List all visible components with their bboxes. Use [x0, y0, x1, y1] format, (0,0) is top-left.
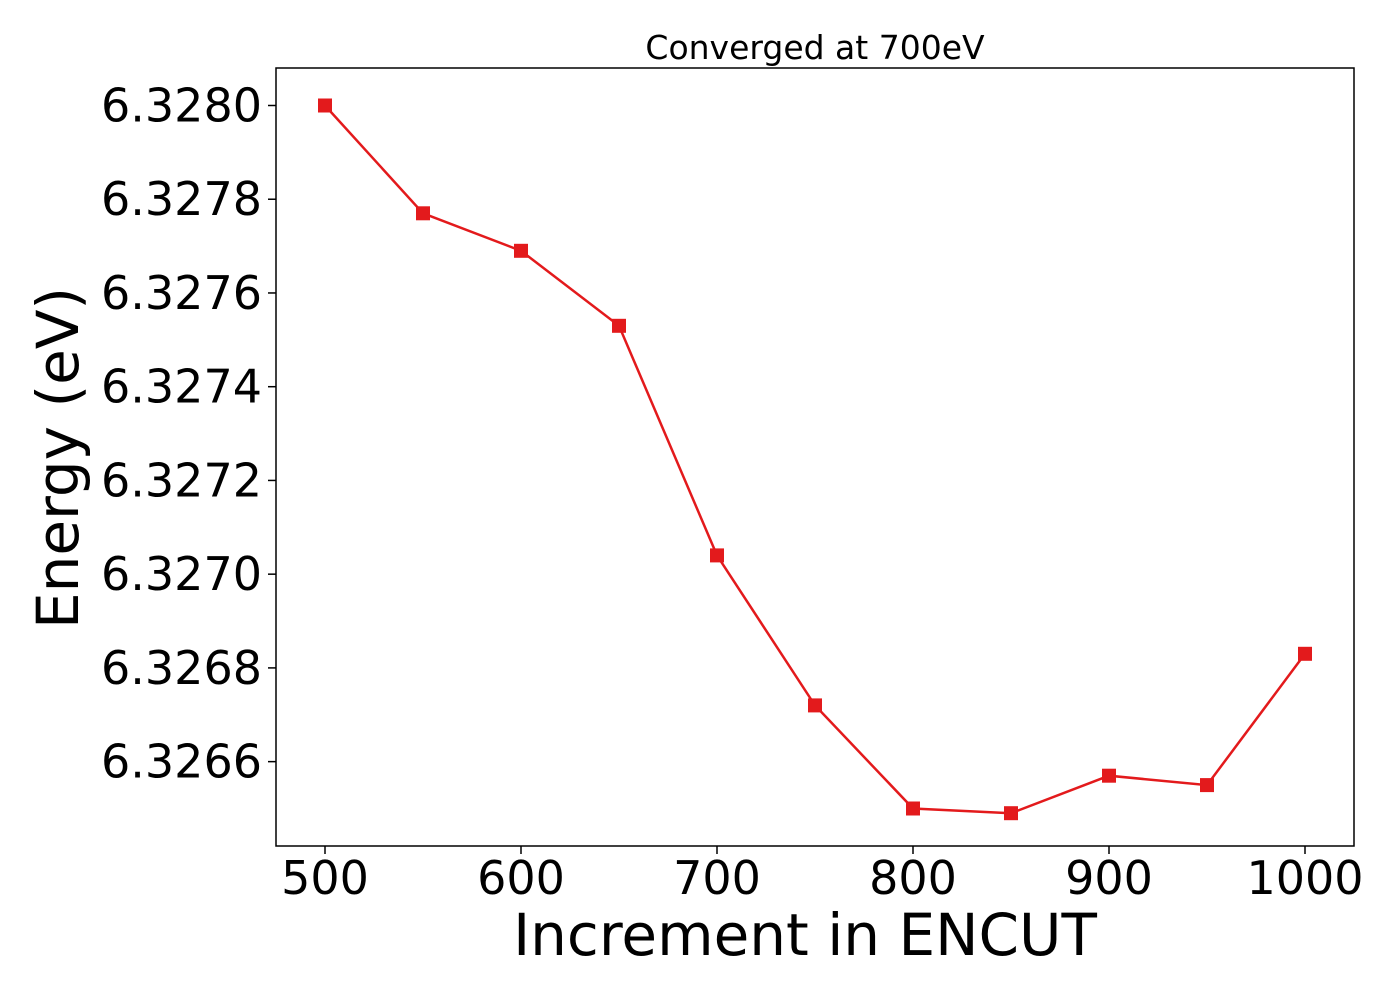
x-tick-label: 1000: [1246, 851, 1363, 905]
data-point-marker: [514, 243, 528, 258]
data-point-marker: [318, 98, 332, 113]
plot-area: [318, 98, 1312, 821]
y-tick-label: 6.3278: [101, 172, 262, 226]
x-tick-label: 700: [673, 851, 761, 905]
data-point-marker: [1102, 768, 1116, 783]
y-axis-ticks: 6.3266 6.3268 6.3270 6.3272 6.3274 6.3276 6.32…: [101, 78, 276, 789]
data-point-marker: [1004, 806, 1018, 821]
data-point-marker: [906, 801, 920, 816]
y-tick-label: 6.3280: [101, 78, 262, 132]
chart-title: Converged at 700eV: [645, 28, 985, 67]
data-point-marker: [710, 548, 724, 563]
data-point-marker: [416, 206, 430, 221]
x-tick-label: 600: [477, 851, 565, 905]
data-point-marker: [808, 698, 822, 713]
axes-frame: [275, 67, 1355, 847]
x-axis-ticks: 500 600 700 800 900 1000: [281, 846, 1364, 905]
data-point-marker: [1298, 646, 1312, 661]
y-axis-label: Energy (eV): [24, 287, 92, 629]
data-point-marker: [1200, 778, 1214, 793]
y-tick-label: 6.3274: [101, 360, 262, 414]
y-tick-label: 6.3272: [101, 453, 262, 507]
x-tick-label: 900: [1065, 851, 1153, 905]
y-tick-label: 6.3268: [101, 641, 262, 695]
data-point-marker: [612, 318, 626, 333]
y-tick-label: 6.3276: [101, 266, 262, 320]
x-axis-label: Increment in ENCUT: [513, 901, 1097, 969]
x-tick-label: 500: [281, 851, 369, 905]
y-tick-label: 6.3266: [101, 735, 262, 789]
x-tick-label: 800: [869, 851, 957, 905]
y-tick-label: 6.3270: [101, 547, 262, 601]
